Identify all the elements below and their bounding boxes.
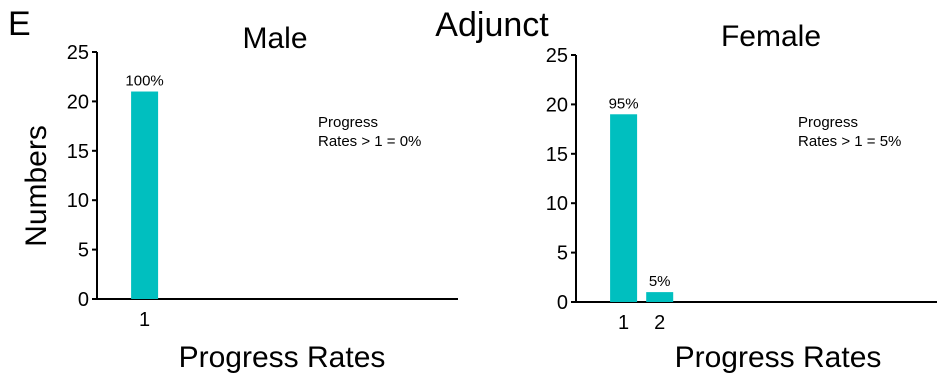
female-annotation-line: Progress (798, 114, 858, 131)
female-y-tick-label: 15 (546, 144, 568, 166)
male-y-tick-label: 10 (67, 190, 89, 212)
female-y-tick-label: 0 (557, 292, 568, 314)
male-y-tick-label: 15 (67, 141, 89, 163)
female-x-tick-label: 2 (654, 312, 665, 334)
figure-title: Adjunct (435, 6, 549, 44)
y-axis-label: Numbers (20, 125, 53, 247)
female-y-tick-label: 10 (546, 193, 568, 215)
female-x-axis-label: Progress Rates (675, 341, 882, 373)
chart-panel-female: 0 5 10 15 20 25 95% 1 5% 2 Female Progress Rates > 1… (546, 20, 937, 373)
female-y-tick-label: 20 (546, 94, 568, 116)
female-y-tick-label: 25 (546, 45, 568, 67)
female-bar-label: 5% (649, 273, 671, 290)
male-y-tick-label: 5 (78, 240, 89, 262)
male-bar (131, 91, 159, 300)
male-y-tick-label: 25 (67, 42, 89, 64)
male-panel-title: Male (242, 22, 307, 55)
male-annotation-line: Progress (318, 114, 378, 131)
male-x-tick-label: 1 (139, 309, 150, 331)
male-bar-label: 100% (125, 73, 163, 90)
female-bar-label: 95% (609, 95, 639, 112)
panel-label: E (8, 5, 31, 43)
female-x-tick-label: 1 (618, 312, 629, 334)
male-annotation-line: Rates > 1 = 0% (318, 133, 421, 150)
chart-panel-male: 0 5 10 15 20 25 100% 1 Male Progress Rates > 1 = 0… (67, 22, 458, 373)
female-y-tick-label: 5 (557, 243, 568, 265)
male-x-axis-label: Progress Rates (179, 341, 386, 373)
female-panel-title: Female (721, 20, 821, 53)
male-y-tick-label: 0 (78, 289, 89, 311)
female-annotation-line: Rates > 1 = 5% (798, 133, 901, 150)
male-y-tick-label: 20 (67, 91, 89, 113)
female-bar (646, 292, 674, 302)
female-bar (610, 114, 638, 302)
